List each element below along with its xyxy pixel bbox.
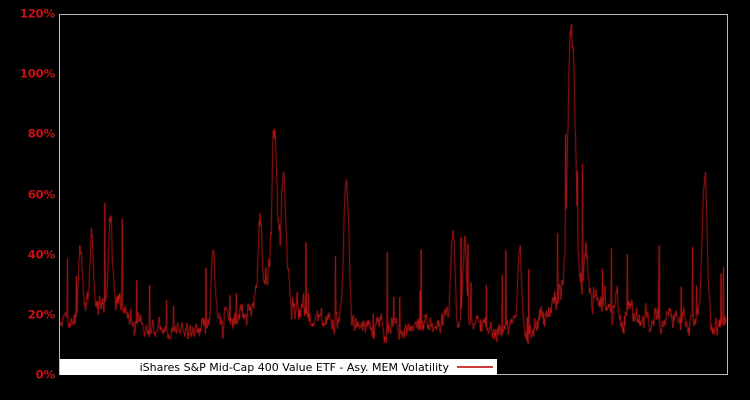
y-axis-tick-label: 60% <box>27 186 55 201</box>
y-axis-tick-label: 0% <box>35 367 55 382</box>
legend-line-icon <box>457 366 493 368</box>
legend-line-sample <box>457 362 493 372</box>
volatility-series-canvas <box>60 15 727 374</box>
y-axis-tick-label: 40% <box>27 246 55 261</box>
y-axis-tick-label: 100% <box>19 66 55 81</box>
plot-area <box>59 14 728 375</box>
legend: iShares S&P Mid-Cap 400 Value ETF - Asy.… <box>60 359 497 375</box>
y-axis-tick-labels: 0% 20% 40% 60% 80% 100% 120% <box>0 0 55 400</box>
legend-entry-label: iShares S&P Mid-Cap 400 Value ETF - Asy.… <box>139 360 449 374</box>
y-axis-tick-label: 80% <box>27 126 55 141</box>
y-axis-tick-label: 20% <box>27 307 55 322</box>
y-axis-tick-label: 120% <box>19 6 55 21</box>
